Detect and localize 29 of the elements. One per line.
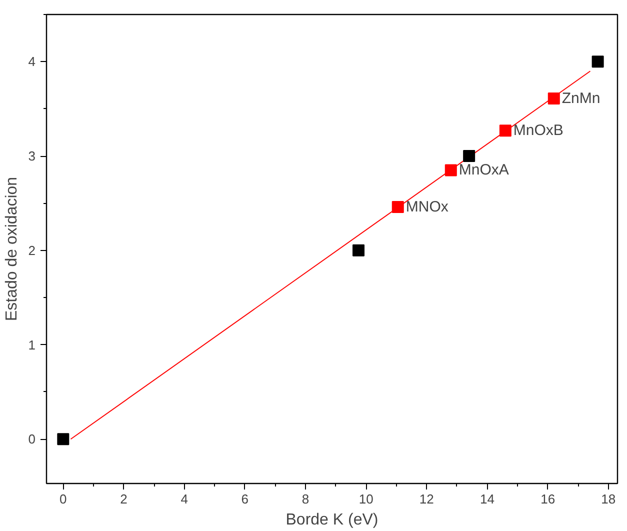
x-tick-label: 14 (480, 492, 494, 506)
y-tick-label: 3 (28, 148, 36, 164)
x-tick-label: 0 (60, 492, 67, 506)
annotation: MnOxB (513, 122, 564, 140)
y-tick-label: 2 (28, 242, 36, 258)
point (499, 124, 512, 137)
x-tick-label: 12 (419, 492, 434, 506)
y-tick-label: 1 (28, 337, 36, 352)
y-tick-label: 4 (28, 54, 36, 70)
y-tick-label: 0 (28, 432, 36, 447)
x-axis-title: Borde K (eV) (286, 512, 378, 528)
point (352, 244, 365, 256)
x-tick-label: 4 (180, 492, 188, 506)
point (548, 92, 560, 104)
annotation: MNOx (406, 198, 449, 216)
y-axis-title: Estado de oxidacion (3, 176, 20, 322)
point (592, 56, 604, 68)
annotation: ZnMn (562, 90, 600, 107)
point (392, 201, 404, 214)
x-tick-label: 10 (358, 492, 374, 506)
x-tick-label: 16 (540, 492, 556, 506)
x-tick-label: 6 (241, 492, 249, 506)
point (444, 164, 457, 176)
annotation: MnOxA (458, 162, 509, 179)
x-tick-label: 2 (120, 492, 128, 506)
point (57, 433, 70, 446)
point (463, 150, 476, 162)
x-tick-label: 18 (601, 492, 616, 506)
x-tick-label: 8 (302, 492, 310, 506)
